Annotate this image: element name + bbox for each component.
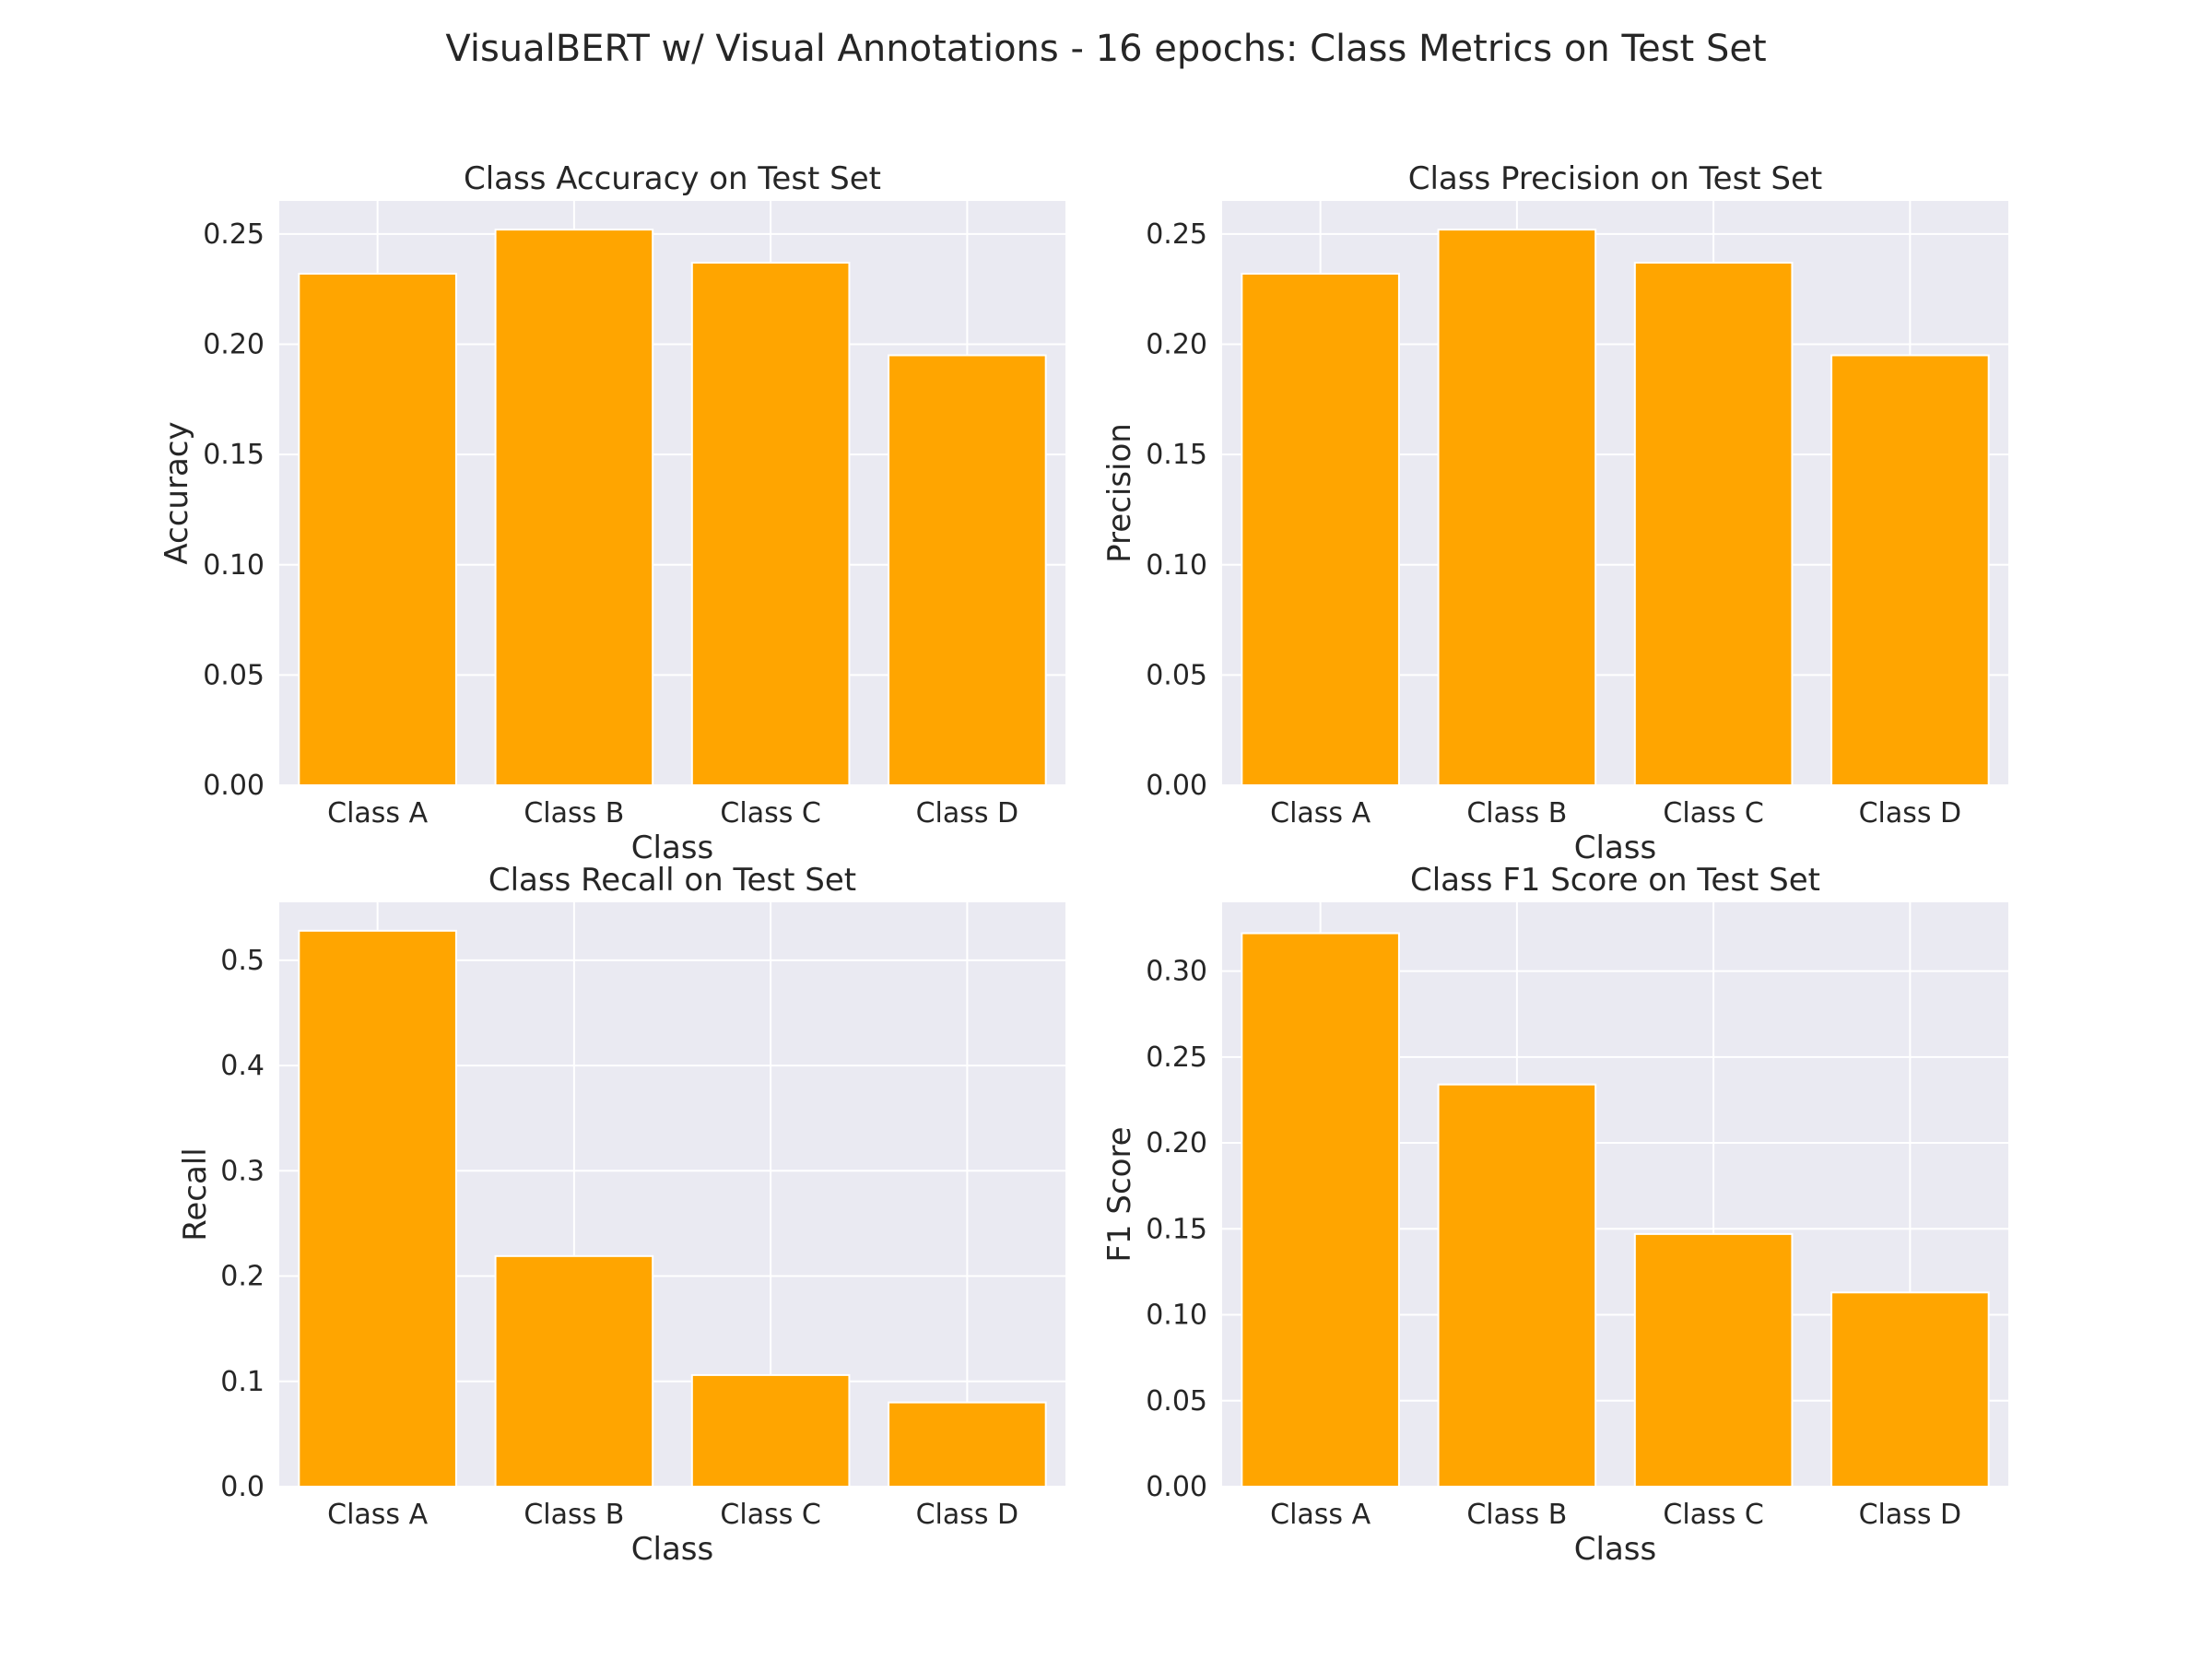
y-tick-label: 0.10 bbox=[1146, 549, 1207, 582]
bar-class-d bbox=[1830, 354, 1990, 786]
y-tick-label: 0.25 bbox=[203, 218, 265, 251]
bar-class-b bbox=[494, 1254, 654, 1488]
y-tick-label: 0.5 bbox=[220, 945, 265, 977]
bar-class-a bbox=[1241, 272, 1400, 787]
y-tick-label: 0.30 bbox=[1146, 956, 1207, 988]
x-axis-label: Class bbox=[1574, 830, 1656, 866]
y-axis-label: Recall bbox=[177, 1147, 214, 1241]
x-tick-label: Class B bbox=[524, 797, 624, 830]
bar-class-c bbox=[690, 261, 851, 786]
y-tick-label: 0.25 bbox=[1146, 218, 1207, 251]
bar-class-c bbox=[1633, 1232, 1794, 1488]
bar-class-a bbox=[298, 929, 457, 1488]
subplot-title: Class F1 Score on Test Set bbox=[1410, 862, 1820, 899]
subplot-title: Class Recall on Test Set bbox=[488, 862, 856, 899]
y-axis-label: F1 Score bbox=[1101, 1126, 1138, 1262]
panel-f1-score: 0.00 0.05 0.10 0.15 0.20 0.25 0.30 Class A Class… bbox=[1101, 862, 2008, 1568]
y-tick-label: 0.00 bbox=[1146, 770, 1207, 802]
y-tick-label: 0.00 bbox=[1146, 1471, 1207, 1503]
x-tick-label: Class B bbox=[1466, 797, 1567, 830]
bar-class-c bbox=[690, 1373, 851, 1488]
subplot-title: Class Precision on Test Set bbox=[1408, 160, 1823, 197]
y-tick-label: 0.10 bbox=[1146, 1300, 1207, 1332]
x-tick-label: Class C bbox=[720, 1499, 820, 1531]
bar-class-a bbox=[1241, 932, 1400, 1488]
x-axis-label: Class bbox=[1574, 1531, 1656, 1568]
y-tick-label: 0.15 bbox=[1146, 439, 1207, 471]
y-tick-label: 0.20 bbox=[203, 329, 265, 361]
y-tick-label: 0.05 bbox=[1146, 1385, 1207, 1418]
y-tick-label: 0.2 bbox=[220, 1261, 265, 1293]
y-tick-label: 0.00 bbox=[203, 770, 265, 802]
y-tick-label: 0.4 bbox=[220, 1050, 265, 1082]
y-tick-label: 0.25 bbox=[1146, 1041, 1207, 1074]
x-tick-label: Class A bbox=[1270, 1499, 1371, 1531]
x-tick-label: Class C bbox=[720, 797, 820, 830]
y-tick-label: 0.10 bbox=[203, 549, 265, 582]
y-axis-label: Precision bbox=[1101, 423, 1138, 563]
x-tick-label: Class A bbox=[327, 1499, 428, 1531]
bar-class-d bbox=[888, 1401, 1047, 1488]
subplot-title: Class Accuracy on Test Set bbox=[464, 160, 881, 197]
x-tick-label: Class A bbox=[327, 797, 428, 830]
bar-class-a bbox=[298, 272, 457, 787]
y-tick-label: 0.05 bbox=[203, 659, 265, 691]
y-tick-label: 0.0 bbox=[220, 1471, 265, 1503]
bar-class-b bbox=[1437, 1083, 1597, 1488]
bar-class-c bbox=[1633, 261, 1794, 786]
x-tick-label: Class C bbox=[1663, 797, 1763, 830]
bar-class-b bbox=[494, 229, 654, 787]
x-tick-label: Class D bbox=[1859, 1499, 1962, 1531]
y-tick-label: 0.3 bbox=[220, 1155, 265, 1187]
y-tick-label: 0.15 bbox=[1146, 1213, 1207, 1245]
y-tick-label: 0.05 bbox=[1146, 659, 1207, 691]
y-tick-label: 0.1 bbox=[220, 1366, 265, 1398]
y-axis-label: Accuracy bbox=[159, 421, 195, 564]
x-tick-label: Class C bbox=[1663, 1499, 1763, 1531]
x-tick-label: Class D bbox=[916, 1499, 1019, 1531]
bar-class-d bbox=[1830, 1291, 1990, 1488]
y-tick-label: 0.15 bbox=[203, 439, 265, 471]
bar-class-b bbox=[1437, 229, 1597, 787]
x-tick-label: Class D bbox=[916, 797, 1019, 830]
x-axis-label: Class bbox=[631, 830, 713, 866]
x-tick-label: Class B bbox=[524, 1499, 624, 1531]
y-tick-label: 0.20 bbox=[1146, 1127, 1207, 1159]
x-tick-label: Class B bbox=[1466, 1499, 1567, 1531]
bar-class-d bbox=[888, 354, 1047, 786]
y-tick-label: 0.20 bbox=[1146, 329, 1207, 361]
x-tick-label: Class D bbox=[1859, 797, 1962, 830]
x-axis-label: Class bbox=[631, 1531, 713, 1568]
x-tick-label: Class A bbox=[1270, 797, 1371, 830]
figure-title: VisualBERT w/ Visual Annotations - 16 ep… bbox=[445, 28, 1766, 70]
